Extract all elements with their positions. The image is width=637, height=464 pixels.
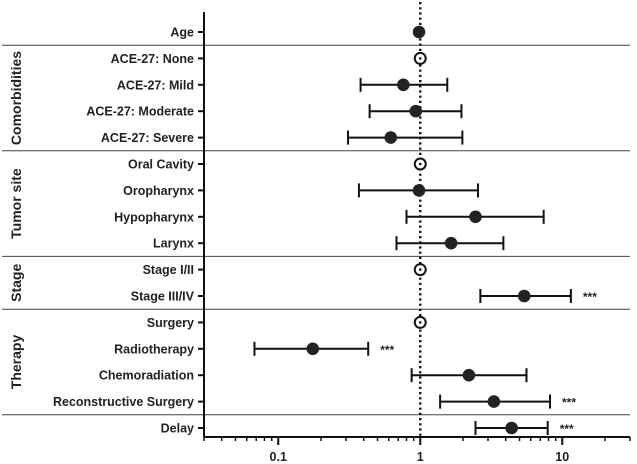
estimate-point	[306, 342, 320, 356]
row-label: Larynx	[153, 237, 194, 251]
row-label: Age	[170, 26, 194, 40]
estimate-point	[444, 236, 458, 250]
row-label: Surgery	[147, 316, 194, 330]
row-label: ACE-27: Moderate	[86, 105, 194, 119]
significance-label: ***	[583, 290, 597, 304]
row-label: Reconstructive Surgery	[53, 395, 194, 409]
group-labels: Comorbidities Tumor site Stage Therapy	[8, 51, 24, 390]
x-tick-label: 10	[555, 450, 569, 464]
significance-label: ***	[562, 396, 576, 410]
estimate-point	[412, 25, 426, 39]
reference-point-center	[418, 268, 422, 271]
estimate-point	[462, 368, 476, 382]
row-label: Oral Cavity	[128, 158, 194, 172]
estimate-point	[469, 210, 482, 224]
estimate-point	[505, 421, 518, 435]
group-label: Tumor site	[8, 168, 24, 239]
significance-label: ***	[560, 422, 574, 436]
row-label: ACE-27: None	[111, 52, 194, 66]
reference-point-center	[418, 57, 422, 60]
row-label: Stage III/IV	[131, 290, 195, 304]
row-label: Oropharynx	[123, 184, 194, 198]
reference-point-center	[418, 321, 422, 324]
group-separators	[2, 44, 630, 416]
estimate-point	[412, 184, 426, 197]
row-label: Stage I/II	[143, 263, 194, 277]
row-label: ACE-27: Severe	[101, 131, 194, 145]
row-label: ACE-27: Mild	[117, 78, 194, 92]
row-label: Chemoradiation	[99, 369, 194, 383]
significance-label: ***	[380, 343, 394, 357]
row-label: Delay	[161, 422, 194, 436]
estimate-point	[409, 104, 423, 118]
estimate-point	[384, 131, 398, 144]
x-tick-label: 0.1	[270, 450, 287, 464]
row-labels: Age ACE-27: None ACE-27: Mild ACE-27: Moder…	[53, 26, 195, 436]
row-label: Radiotherapy	[114, 342, 194, 356]
group-label: Comorbidities	[8, 51, 24, 145]
group-label: Stage	[8, 264, 24, 302]
x-tick-label: 1	[417, 450, 424, 464]
estimate-marks: *** *** *** ***	[253, 25, 597, 436]
estimate-point	[487, 395, 501, 408]
row-label: Hypopharynx	[114, 210, 194, 224]
estimate-point	[517, 289, 531, 303]
x-axis: 0.1 1 10	[203, 436, 631, 464]
estimate-point	[397, 78, 410, 92]
group-label: Therapy	[8, 335, 24, 390]
reference-point-center	[418, 162, 422, 166]
y-axis	[198, 12, 205, 437]
